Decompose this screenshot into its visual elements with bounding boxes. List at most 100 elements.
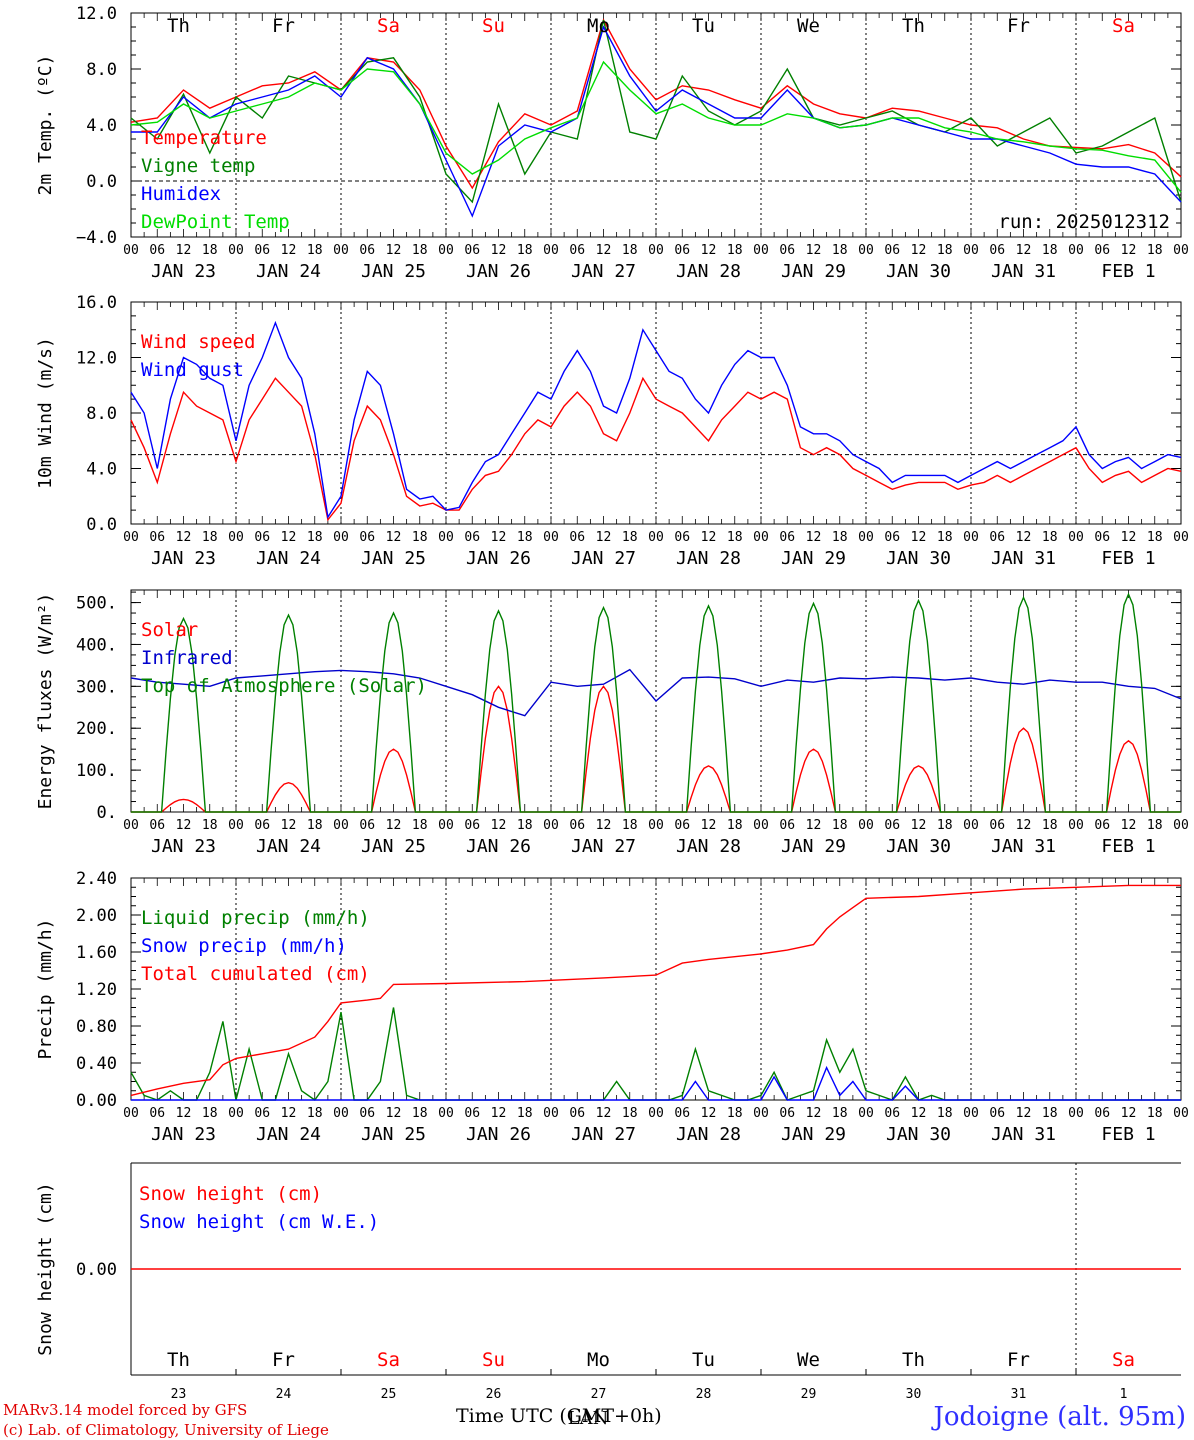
legend-entry: Snow precip (mm/h)	[141, 935, 347, 957]
x-hour-label: 00	[438, 243, 454, 258]
x-hour-label: 06	[464, 530, 480, 545]
x-date-label: JAN 24	[256, 836, 321, 857]
y-tick-label: 8.0	[86, 60, 117, 80]
x-hour-label: 00	[543, 818, 559, 833]
y-tick-label: 12.0	[76, 349, 117, 369]
y-tick-label: 200.	[76, 719, 117, 739]
x-hour-label: 06	[674, 243, 690, 258]
x-date-label: JAN 31	[991, 836, 1056, 857]
x-date-label: JAN 27	[571, 548, 636, 569]
x-hour-label: 18	[937, 243, 953, 258]
x-date-label: JAN 31	[991, 548, 1056, 569]
x-date-label: JAN 31	[991, 261, 1056, 282]
x-date-label: JAN 27	[571, 1124, 636, 1145]
day-number-label: 28	[696, 1387, 712, 1402]
y-tick-label: 300.	[76, 677, 117, 697]
x-hour-label: 06	[989, 530, 1005, 545]
x-hour-label: 18	[517, 818, 533, 833]
weekday-label: Fr	[272, 15, 295, 37]
legend-entry: Total cumulated (cm)	[141, 963, 370, 985]
y-tick-label: 0.80	[76, 1017, 117, 1037]
x-date-label: JAN 26	[466, 836, 531, 857]
x-hour-label: 06	[254, 818, 270, 833]
run-annotation: run: 2025012312	[998, 211, 1170, 233]
x-hour-label: 12	[176, 530, 192, 545]
x-hour-label: 12	[596, 530, 612, 545]
x-hour-label: 12	[806, 818, 822, 833]
x-hour-label: 00	[963, 818, 979, 833]
x-hour-label: 18	[622, 530, 638, 545]
x-hour-label: 12	[281, 818, 297, 833]
x-date-label: JAN 29	[781, 836, 846, 857]
x-hour-label: 18	[517, 243, 533, 258]
x-hour-label: 00	[648, 243, 664, 258]
x-hour-label: 18	[832, 530, 848, 545]
x-hour-label: 00	[543, 1106, 559, 1121]
weekday-label: Sa	[1112, 1349, 1135, 1371]
x-hour-label: 12	[1121, 1106, 1137, 1121]
x-hour-label: 18	[307, 1106, 323, 1121]
x-hour-label: 18	[727, 243, 743, 258]
weekday-label: Su	[482, 15, 505, 37]
x-hour-label: 06	[1094, 1106, 1110, 1121]
x-date-label: FEB 1	[1101, 548, 1155, 569]
x-hour-label: 00	[543, 530, 559, 545]
y-tick-label: 0.	[97, 803, 117, 823]
y-tick-label: 8.0	[86, 404, 117, 424]
legend-entry: DewPoint Temp	[141, 211, 290, 233]
y-axis-label: Energy fluxes (W/m²)	[35, 593, 56, 810]
x-hour-label: 18	[937, 1106, 953, 1121]
x-hour-label: 00	[1068, 530, 1084, 545]
y-axis-label: Snow height (cm)	[35, 1182, 56, 1355]
x-hour-label: 18	[1147, 530, 1163, 545]
day-number-label: 24	[276, 1387, 292, 1402]
x-hour-label: 12	[911, 1106, 927, 1121]
x-hour-label: 06	[674, 530, 690, 545]
weekday-label: Th	[167, 15, 190, 37]
x-date-label: JAN 24	[256, 1124, 321, 1145]
x-hour-label: 00	[1068, 243, 1084, 258]
x-hour-label: 12	[596, 818, 612, 833]
legend-entry: Snow height (cm W.E.)	[139, 1211, 379, 1233]
y-tick-label: 100.	[76, 761, 117, 781]
x-hour-label: 18	[202, 818, 218, 833]
x-date-label: JAN 29	[781, 1124, 846, 1145]
x-hour-label: 12	[491, 243, 507, 258]
x-hour-label: 06	[149, 818, 165, 833]
x-hour-label: 12	[386, 818, 402, 833]
series-line-infrared	[130, 668, 1182, 717]
x-date-label: JAN 29	[781, 261, 846, 282]
x-hour-label: 00	[123, 1106, 139, 1121]
x-hour-label: 18	[1147, 818, 1163, 833]
x-hour-label: 06	[884, 1106, 900, 1121]
x-hour-label: 06	[1094, 243, 1110, 258]
x-date-label: JAN 29	[781, 548, 846, 569]
x-date-label: JAN 28	[676, 548, 741, 569]
x-hour-label: 00	[228, 1106, 244, 1121]
x-hour-label: 18	[622, 818, 638, 833]
x-hour-label: 06	[779, 818, 795, 833]
x-axis-title: Time UTC (GMT+0h)	[456, 1405, 662, 1427]
x-hour-label: 12	[176, 1106, 192, 1121]
x-hour-label: 00	[228, 530, 244, 545]
x-date-label: JAN 30	[886, 1124, 951, 1145]
weekday-label: Sa	[1112, 15, 1135, 37]
x-hour-label: 12	[1016, 243, 1032, 258]
x-hour-label: 12	[1121, 818, 1137, 833]
x-hour-label: 12	[596, 243, 612, 258]
x-hour-label: 18	[307, 530, 323, 545]
x-hour-label: 00	[858, 818, 874, 833]
x-hour-label: 18	[1042, 243, 1058, 258]
x-hour-label: 06	[569, 1106, 585, 1121]
legend-entry: Humidex	[141, 183, 221, 205]
x-hour-label: 12	[176, 243, 192, 258]
x-hour-label: 00	[438, 818, 454, 833]
y-tick-label: −4.0	[76, 228, 117, 248]
x-hour-label: 00	[228, 818, 244, 833]
x-date-label: JAN 23	[151, 836, 216, 857]
day-number-label: 25	[381, 1387, 397, 1402]
legend-entry: Temperature	[141, 127, 267, 149]
day-number-label: 27	[591, 1387, 607, 1402]
x-hour-label: 12	[701, 818, 717, 833]
x-hour-label: 12	[386, 1106, 402, 1121]
